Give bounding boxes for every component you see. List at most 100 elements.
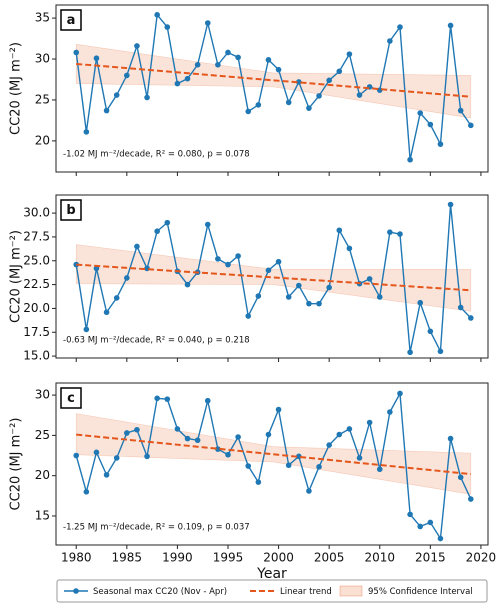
panel-label: a	[67, 13, 76, 28]
trend-line	[76, 433, 471, 476]
panel-label-box	[60, 9, 82, 31]
data-point	[113, 455, 120, 461]
data-point	[326, 77, 332, 84]
trend-line	[76, 62, 471, 98]
trend-line	[76, 263, 471, 292]
data-point	[447, 435, 454, 442]
data-point	[366, 276, 373, 282]
data-point	[184, 75, 191, 82]
data-point	[336, 431, 343, 438]
x-tick-label: 2020	[466, 551, 497, 565]
legend-swatch	[339, 585, 363, 597]
data-point	[154, 395, 160, 402]
data-point	[204, 397, 211, 404]
data-point	[285, 294, 292, 300]
y-tick-label: 30.0	[23, 206, 50, 220]
data-point	[296, 282, 302, 289]
data-point	[316, 464, 322, 470]
data-point	[397, 24, 403, 30]
data-point	[204, 221, 211, 228]
y-tick-label: 15	[35, 508, 50, 522]
data-point	[154, 228, 160, 235]
data-point	[265, 431, 272, 438]
y-tick-label: 25	[35, 428, 50, 442]
data-point	[73, 452, 80, 459]
data-point	[285, 99, 292, 106]
data-point	[215, 256, 221, 262]
data-point	[275, 406, 282, 413]
data-point	[376, 466, 383, 473]
data-point	[407, 349, 413, 356]
data-point	[336, 68, 343, 75]
data-point	[124, 275, 130, 281]
data-point	[225, 451, 231, 458]
x-tick-label: 1985	[112, 551, 143, 565]
data-point	[417, 299, 424, 306]
data-point	[194, 437, 201, 444]
series-line	[75, 204, 472, 354]
data-point	[437, 141, 444, 147]
data-point	[83, 326, 90, 333]
data-point	[457, 474, 464, 481]
data-point	[468, 122, 474, 129]
y-tick-label: 25	[35, 92, 50, 106]
series-line	[75, 391, 472, 541]
data-point	[245, 313, 252, 319]
data-point	[93, 55, 100, 62]
data-point	[468, 496, 474, 502]
x-tick-label: 2015	[415, 551, 446, 565]
data-point	[235, 434, 241, 440]
data-point	[83, 489, 90, 495]
y-tick-label: 27.5	[23, 229, 50, 243]
data-point	[326, 284, 332, 291]
y-axis-label: CC20 (MJ m⁻²)	[9, 230, 24, 323]
legend-label: 95% Confidence Interval	[368, 587, 473, 597]
data-point	[336, 227, 343, 234]
data-point	[225, 261, 231, 268]
data-point	[447, 201, 454, 208]
data-point	[285, 462, 292, 469]
x-tick-label: 2010	[364, 551, 395, 565]
data-point	[164, 219, 171, 226]
data-point	[356, 455, 363, 461]
data-point	[245, 463, 252, 469]
y-tick-label: 20.0	[23, 301, 50, 315]
data-point	[225, 49, 231, 56]
data-point	[255, 479, 262, 485]
data-point	[447, 22, 454, 29]
data-point	[184, 281, 191, 288]
x-tick-label: 2000	[263, 551, 294, 565]
y-tick-label: 35	[35, 11, 50, 25]
data-point	[144, 453, 150, 460]
data-point	[387, 229, 393, 235]
x-axis-label: Year	[256, 566, 287, 582]
data-point	[103, 107, 110, 114]
data-point	[387, 409, 393, 415]
y-tick-label: 20	[35, 133, 50, 147]
panel-label-box	[60, 199, 82, 221]
data-point	[144, 94, 150, 101]
data-point	[235, 253, 241, 259]
data-point	[93, 449, 100, 456]
data-point	[457, 107, 464, 114]
data-point	[296, 79, 302, 85]
y-tick-label: 15.0	[23, 349, 50, 363]
data-point	[457, 304, 464, 311]
y-tick-label: 25.0	[23, 253, 50, 267]
data-point	[275, 66, 282, 73]
data-point	[427, 328, 434, 335]
data-point	[437, 348, 444, 355]
data-point	[397, 231, 403, 237]
data-point	[255, 293, 262, 299]
data-point	[275, 258, 282, 265]
y-tick-label: 17.5	[23, 325, 50, 339]
data-point	[346, 245, 353, 252]
annotation: -0.63 MJ m⁻²/decade, R² = 0.040, p = 0.2…	[63, 336, 250, 346]
y-axis-label: CC20 (MJ m⁻²)	[9, 42, 24, 135]
data-point	[124, 72, 130, 79]
legend-swatch	[73, 588, 79, 594]
data-point	[83, 129, 90, 135]
data-point	[103, 472, 110, 478]
panel-label: c	[67, 391, 75, 406]
